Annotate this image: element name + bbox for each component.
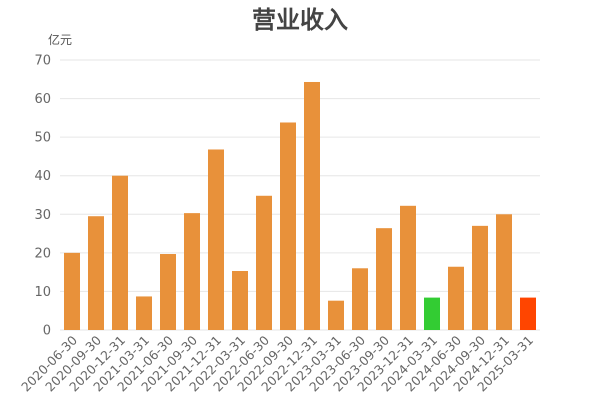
bar (184, 213, 200, 330)
bar (352, 268, 368, 330)
y-axis-unit-label: 亿元 (48, 32, 72, 47)
bar (304, 81, 320, 330)
y-tick-label: 0 (43, 324, 51, 339)
y-tick-label: 70 (34, 54, 51, 69)
y-tick-label: 60 (34, 92, 51, 107)
bar (64, 252, 80, 330)
gridlines (60, 59, 540, 331)
bar (88, 216, 104, 330)
bar (520, 297, 536, 330)
bar (280, 122, 296, 330)
bar (256, 195, 272, 330)
y-tick-label: 40 (34, 169, 51, 184)
bar (112, 175, 128, 330)
y-tick-label: 20 (34, 246, 51, 261)
bar (328, 300, 344, 330)
y-tick-label: 50 (34, 131, 51, 146)
x-axis-ticks: 2020-06-302020-09-302020-12-312021-03-31… (18, 332, 536, 394)
bars (64, 81, 536, 330)
bar (448, 266, 464, 330)
y-tick-label: 10 (34, 285, 51, 300)
bar (424, 297, 440, 330)
chart-title: 营业收入 (252, 6, 348, 34)
y-tick-label: 30 (34, 208, 51, 223)
bar (232, 270, 248, 330)
bar (208, 149, 224, 330)
bar (136, 296, 152, 330)
y-axis-ticks: 0 10 20 30 40 50 60 70 (34, 54, 51, 339)
bar (376, 228, 392, 330)
bar (400, 205, 416, 330)
bar (496, 214, 512, 330)
bar (472, 225, 488, 330)
bar (160, 254, 176, 330)
